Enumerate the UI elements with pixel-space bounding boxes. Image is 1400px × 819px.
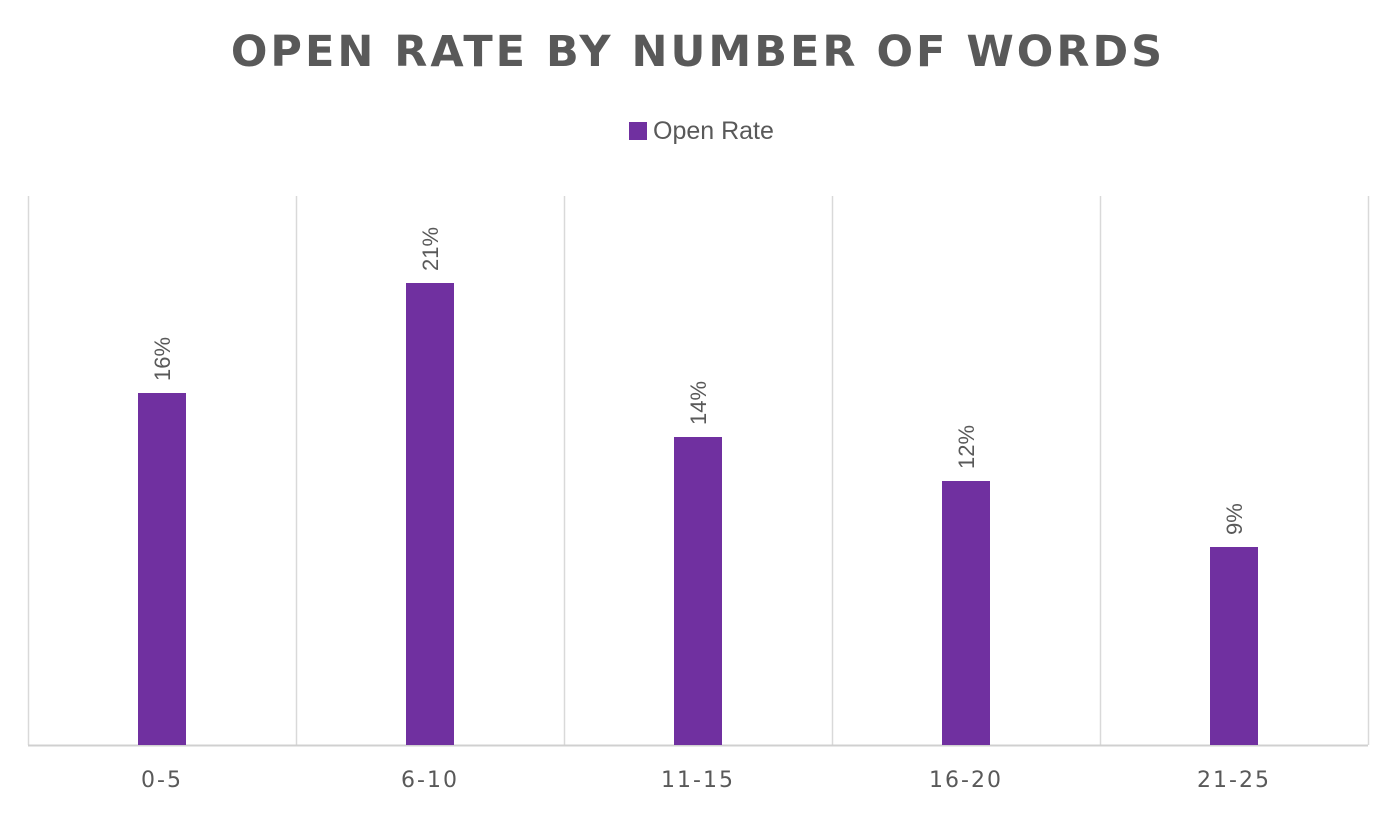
bar-0-5 <box>138 393 186 745</box>
bar-11-15 <box>674 437 722 745</box>
bar-21-25 <box>1210 547 1258 745</box>
x-tick-label: 6-10 <box>401 768 459 793</box>
data-label-0-5: 16% <box>150 337 175 381</box>
data-label-16-20: 12% <box>954 425 979 469</box>
x-tick-label: 16-20 <box>929 768 1003 793</box>
legend: Open Rate <box>629 117 774 145</box>
x-tick-label: 0-5 <box>141 768 183 793</box>
data-label-11-15: 14% <box>686 381 711 425</box>
x-tick-label: 21-25 <box>1197 768 1271 793</box>
bar-6-10 <box>406 283 454 745</box>
data-label-21-25: 9% <box>1222 503 1247 535</box>
x-tick-label: 11-15 <box>661 768 735 793</box>
data-label-6-10: 21% <box>418 227 443 271</box>
chart-title: OPEN RATE BY NUMBER OF WORDS <box>231 27 1165 77</box>
bar-16-20 <box>942 481 990 745</box>
legend-label: Open Rate <box>653 117 774 145</box>
plot-area: 16% 0-5 21% 6-10 14% 11-15 12% 16-20 9% 21-25 <box>27 196 1370 793</box>
legend-swatch <box>629 122 647 140</box>
